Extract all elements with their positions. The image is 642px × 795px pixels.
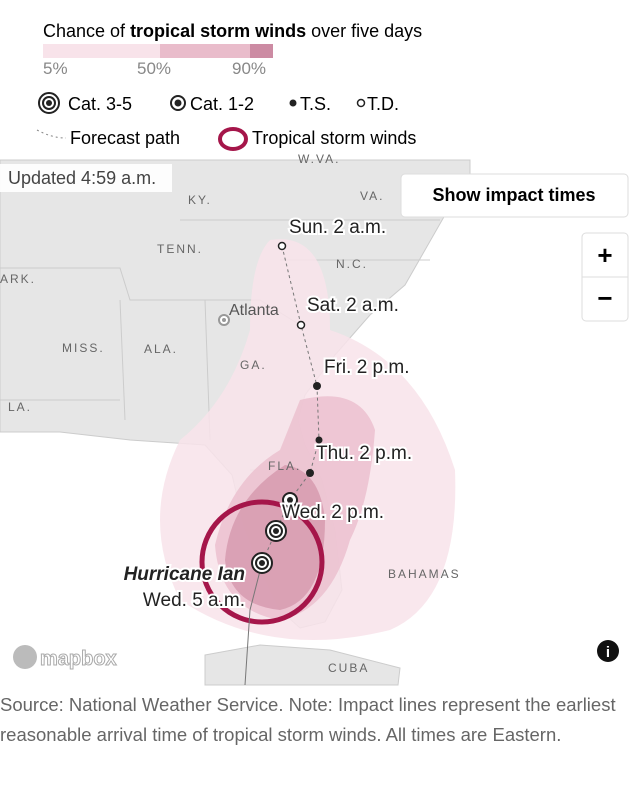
legend-title: Chance of tropical storm winds over five… bbox=[43, 21, 422, 41]
scale-label: 90% bbox=[232, 59, 266, 78]
updated-label: Updated 4:59 a.m. bbox=[8, 168, 156, 188]
place-label: ARK. bbox=[0, 272, 36, 286]
place-label: FLA. bbox=[268, 459, 301, 473]
source-note: Source: National Weather Service. Note: … bbox=[0, 694, 616, 745]
legend-label: Tropical storm winds bbox=[252, 128, 416, 148]
t2: tropical storm winds bbox=[130, 21, 306, 41]
forecast-label: Fri. 2 p.m. bbox=[324, 357, 410, 378]
impact-button-label[interactable]: Show impact times bbox=[432, 185, 595, 205]
scale-label: 50% bbox=[137, 59, 171, 78]
place-label: ALA. bbox=[144, 342, 178, 356]
scale-label: 5% bbox=[43, 59, 68, 78]
info-button[interactable]: i bbox=[606, 644, 610, 661]
place-label: GA. bbox=[240, 358, 267, 372]
storm-time: Wed. 5 a.m. bbox=[143, 590, 245, 611]
forecast-label: Sat. 2 a.m. bbox=[307, 295, 399, 316]
legend-label: Cat. 3-5 bbox=[68, 94, 132, 114]
place-label: KY. bbox=[188, 193, 212, 207]
forecast-label: Sun. 2 a.m. bbox=[289, 217, 386, 238]
map bbox=[0, 159, 642, 686]
legend-label: T.D. bbox=[367, 94, 399, 114]
scale-low bbox=[43, 44, 160, 58]
place-label: BAHAMAS bbox=[388, 567, 461, 581]
place-label: N.C. bbox=[336, 257, 368, 271]
zoom-out[interactable]: − bbox=[597, 283, 612, 313]
legend-label: Cat. 1-2 bbox=[190, 94, 254, 114]
place-label: W.VA. bbox=[298, 152, 340, 166]
place-label: MISS. bbox=[62, 341, 105, 355]
place-label: VA. bbox=[360, 189, 384, 203]
forecast-label: Thu. 2 p.m. bbox=[316, 443, 412, 464]
place-label: LA. bbox=[8, 400, 32, 414]
impact-button[interactable] bbox=[400, 173, 629, 218]
legend-label: Forecast path bbox=[70, 128, 180, 148]
forecast-label: Wed. 2 p.m. bbox=[282, 502, 384, 523]
place-label: TENN. bbox=[157, 242, 203, 256]
t1: Chance of bbox=[43, 21, 130, 41]
scale-mid bbox=[160, 44, 250, 58]
graphic: Chance of tropical storm winds over five… bbox=[0, 21, 642, 686]
mapbox-logo: mapbox bbox=[40, 648, 117, 670]
scale-high bbox=[250, 44, 273, 58]
city-label: Atlanta bbox=[229, 302, 279, 319]
legend-symbols: Cat. 3-5 Cat. 1-2 T.S. T.D. Forecast pat… bbox=[36, 92, 416, 151]
zoom-in[interactable]: + bbox=[597, 240, 612, 270]
storm-name: Hurricane Ian bbox=[124, 564, 245, 585]
place-label: CUBA bbox=[328, 661, 369, 675]
legend-label: T.S. bbox=[300, 94, 331, 114]
t3: over five days bbox=[306, 21, 422, 41]
